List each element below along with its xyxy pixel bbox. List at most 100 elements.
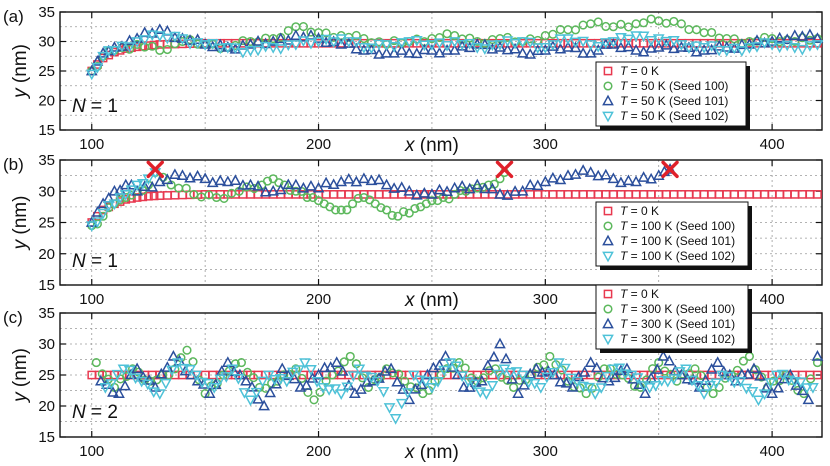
legend-marker xyxy=(602,334,614,346)
data-point xyxy=(309,395,319,405)
legend-label: T = 100 K (Seed 101) xyxy=(620,234,735,248)
data-point xyxy=(342,205,352,215)
data-point xyxy=(615,41,627,53)
data-point xyxy=(161,173,174,185)
data-point xyxy=(426,383,438,394)
data-point xyxy=(410,188,423,200)
data-point xyxy=(300,379,313,390)
data-point xyxy=(341,382,354,394)
data-point xyxy=(607,37,620,48)
legend-marker xyxy=(603,289,613,299)
data-point xyxy=(262,176,273,186)
data-point xyxy=(242,367,253,377)
data-point xyxy=(385,362,397,374)
data-point xyxy=(401,388,414,399)
data-point xyxy=(299,358,311,369)
data-point xyxy=(607,364,620,376)
data-point xyxy=(420,376,432,388)
data-point xyxy=(345,351,355,361)
data-point xyxy=(244,38,257,49)
data-point xyxy=(450,361,462,373)
data-point xyxy=(91,217,104,228)
data-point xyxy=(592,41,605,53)
data-point xyxy=(107,386,119,397)
data-point xyxy=(191,169,204,181)
data-point xyxy=(539,43,552,55)
data-point xyxy=(751,34,763,45)
data-point xyxy=(382,205,392,215)
data-point xyxy=(562,41,574,52)
data-point xyxy=(782,190,792,199)
legend-marker xyxy=(603,206,613,216)
y-tick-label: 35 xyxy=(38,4,55,21)
data-point xyxy=(590,361,603,373)
data-point xyxy=(811,32,824,43)
data-point xyxy=(630,43,642,55)
data-point xyxy=(330,205,341,215)
data-point xyxy=(531,43,544,54)
data-point xyxy=(305,365,317,376)
legend-entry: T = 100 K (Seed 101) xyxy=(602,234,735,248)
data-point xyxy=(516,370,529,382)
data-point xyxy=(680,364,692,376)
data-point xyxy=(252,179,264,191)
data-point xyxy=(463,41,476,53)
data-point xyxy=(238,388,251,399)
data-point xyxy=(581,389,591,399)
data-point xyxy=(566,381,579,392)
data-point xyxy=(426,40,438,51)
data-point xyxy=(797,190,807,199)
data-point xyxy=(563,190,573,199)
data-point xyxy=(802,393,815,405)
data-point xyxy=(556,190,565,199)
data-point xyxy=(184,171,196,183)
data-point xyxy=(738,356,748,366)
data-point xyxy=(699,28,709,38)
data-point xyxy=(131,362,143,374)
data-point xyxy=(188,357,198,367)
data-point xyxy=(586,190,596,199)
data-point xyxy=(321,376,331,386)
data-point xyxy=(577,47,589,58)
data-point xyxy=(335,38,348,49)
data-point xyxy=(395,181,408,193)
data-point xyxy=(667,374,680,385)
data-point xyxy=(380,178,393,190)
data-point xyxy=(312,181,325,193)
y-tick-label: 30 xyxy=(38,336,55,353)
data-point xyxy=(236,358,246,368)
x-tick-label: 100 xyxy=(79,291,104,308)
data-point xyxy=(208,383,221,394)
data-point xyxy=(486,182,499,194)
data-point xyxy=(468,379,481,391)
data-point xyxy=(282,40,295,52)
data-point xyxy=(123,365,136,377)
data-point xyxy=(547,368,559,379)
data-point xyxy=(764,378,777,389)
data-point xyxy=(633,378,645,389)
legend-entry: T = 50 K (Seed 100) xyxy=(603,79,728,93)
data-point xyxy=(707,27,717,38)
data-point xyxy=(146,26,159,38)
data-point xyxy=(805,190,815,199)
data-point xyxy=(639,190,648,199)
data-point xyxy=(312,37,325,48)
data-point xyxy=(259,185,272,197)
n-annotation: N = 1 xyxy=(72,96,118,117)
data-point xyxy=(649,380,662,392)
data-point xyxy=(518,378,531,390)
legend-label: T = 300 K (Seed 100) xyxy=(620,302,735,316)
data-point xyxy=(609,371,621,383)
data-point xyxy=(221,43,234,54)
data-point xyxy=(698,43,710,55)
data-point xyxy=(244,178,257,190)
data-point xyxy=(804,41,816,52)
data-point xyxy=(494,40,506,51)
data-point xyxy=(760,190,769,199)
data-point xyxy=(371,376,384,388)
data-point xyxy=(91,55,104,66)
data-point xyxy=(699,374,712,385)
data-point xyxy=(264,386,277,398)
data-point xyxy=(298,22,308,32)
data-point xyxy=(686,375,698,387)
